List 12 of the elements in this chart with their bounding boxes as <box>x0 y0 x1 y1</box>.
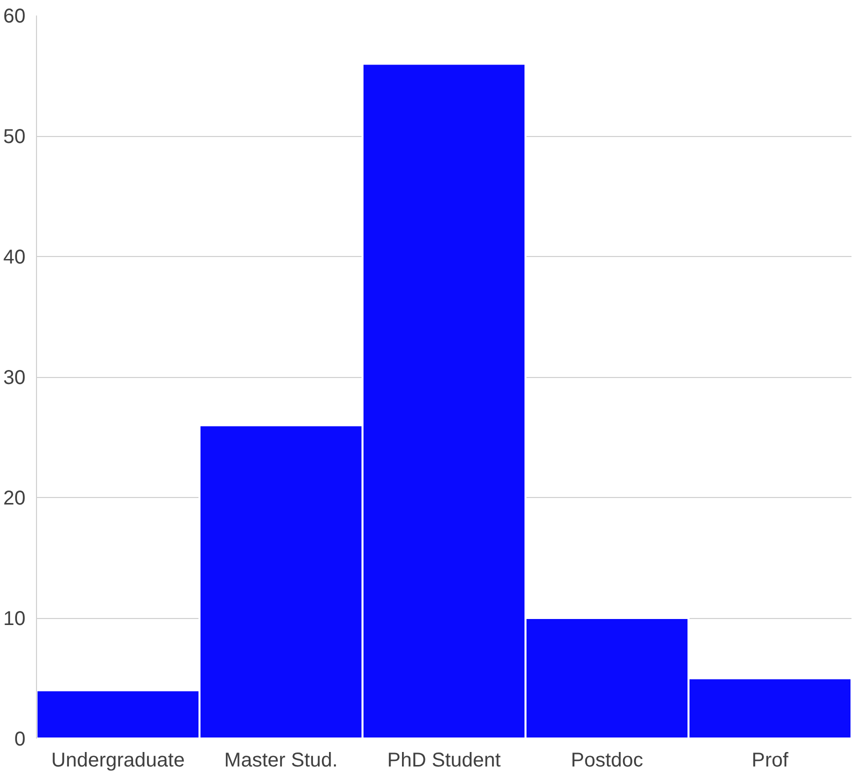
y-tick-label: 10 <box>3 608 26 630</box>
x-tick-label: Undergraduate <box>51 750 185 772</box>
y-tick-label: 0 <box>14 728 26 750</box>
x-tick-label: PhD Student <box>387 750 502 772</box>
x-tick-label: Master Stud. <box>224 750 338 772</box>
y-tick-label: 50 <box>3 126 26 148</box>
y-tick-label: 60 <box>3 6 26 28</box>
y-tick-label: 20 <box>3 488 26 510</box>
y-tick-label: 40 <box>3 246 26 268</box>
x-tick-label: Postdoc <box>570 750 644 772</box>
y-tick-label: 30 <box>3 367 26 389</box>
x-tick-label: Prof <box>752 750 789 772</box>
